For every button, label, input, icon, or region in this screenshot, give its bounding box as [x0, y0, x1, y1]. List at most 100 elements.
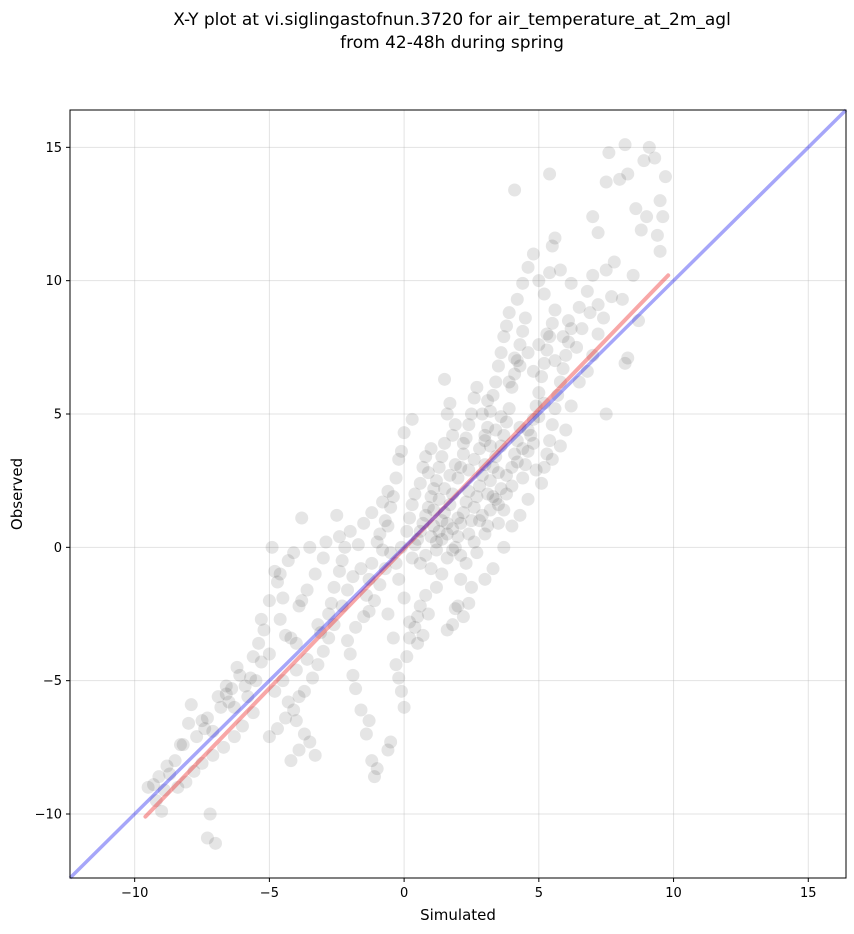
data-point: [470, 380, 484, 394]
data-point: [413, 599, 427, 613]
data-point: [570, 340, 584, 354]
data-point: [155, 804, 169, 818]
data-point: [416, 628, 430, 642]
data-point: [195, 756, 209, 770]
x-tick-label: 5: [535, 886, 543, 901]
data-point: [378, 562, 392, 576]
data-point: [262, 594, 276, 608]
data-point: [419, 548, 433, 562]
data-point: [292, 599, 306, 613]
data-point: [200, 831, 214, 845]
data-point: [141, 780, 155, 794]
data-point: [440, 551, 454, 565]
data-point: [494, 410, 508, 424]
data-point: [586, 268, 600, 282]
data-point: [327, 618, 341, 632]
data-point: [462, 463, 476, 477]
data-point: [448, 540, 462, 554]
data-point: [524, 428, 538, 442]
data-point: [244, 671, 258, 685]
data-point: [545, 452, 559, 466]
data-point: [408, 487, 422, 501]
data-point: [249, 674, 263, 688]
data-point: [171, 780, 185, 794]
data-point: [429, 580, 443, 594]
data-point: [394, 684, 408, 698]
data-point: [359, 727, 373, 741]
data-point: [658, 170, 672, 184]
data-point: [419, 450, 433, 464]
data-point: [214, 700, 228, 714]
data-point: [481, 519, 495, 533]
data-point: [572, 300, 586, 314]
data-point: [559, 348, 573, 362]
data-point: [505, 479, 519, 493]
data-point: [400, 650, 414, 664]
data-point: [483, 404, 497, 418]
data-point: [319, 535, 333, 549]
data-point: [656, 210, 670, 224]
scatter-points: [141, 138, 672, 850]
data-point: [446, 543, 460, 557]
data-point: [300, 583, 314, 597]
data-point: [440, 623, 454, 637]
data-point: [211, 690, 225, 704]
data-point: [289, 663, 303, 677]
data-point: [233, 668, 247, 682]
data-point: [270, 575, 284, 589]
data-point: [548, 354, 562, 368]
data-point: [502, 375, 516, 389]
data-point: [416, 516, 430, 530]
data-point: [392, 671, 406, 685]
data-point: [599, 263, 613, 277]
data-point: [513, 359, 527, 373]
data-point: [184, 698, 198, 712]
data-point: [521, 260, 535, 274]
data-point: [564, 322, 578, 336]
data-point: [508, 367, 522, 381]
data-point: [456, 506, 470, 520]
data-point: [219, 679, 233, 693]
data-point: [454, 548, 468, 562]
data-point: [203, 807, 217, 821]
x-axis-ticks: −10 −5 0 5 10 15: [121, 878, 817, 901]
data-point: [553, 263, 567, 277]
data-point: [297, 684, 311, 698]
data-point: [475, 407, 489, 421]
data-point: [513, 508, 527, 522]
data-point: [147, 778, 161, 792]
data-point: [451, 511, 465, 525]
data-point: [508, 447, 522, 461]
data-point: [424, 530, 438, 544]
data-point: [626, 268, 640, 282]
data-point: [438, 482, 452, 496]
data-point: [526, 364, 540, 378]
data-point: [346, 570, 360, 584]
data-point: [491, 466, 505, 480]
data-point: [532, 274, 546, 288]
data-point: [551, 388, 565, 402]
data-point: [206, 748, 220, 762]
data-point: [621, 351, 635, 365]
data-point: [370, 535, 384, 549]
data-point: [200, 711, 214, 725]
data-point: [486, 388, 500, 402]
data-point: [173, 738, 187, 752]
data-point: [508, 351, 522, 365]
data-point: [284, 631, 298, 645]
data-point: [362, 604, 376, 618]
data-point: [489, 450, 503, 464]
data-point: [349, 682, 363, 696]
data-point: [408, 538, 422, 552]
data-point: [518, 458, 532, 472]
x-tick-label: 15: [800, 886, 817, 901]
data-point: [427, 519, 441, 533]
data-point: [424, 442, 438, 456]
data-point: [397, 426, 411, 440]
data-point: [529, 463, 543, 477]
grid-lines: [70, 110, 846, 878]
y-axis-label: Observed: [8, 458, 26, 530]
data-point: [306, 671, 319, 685]
data-point: [470, 546, 484, 560]
